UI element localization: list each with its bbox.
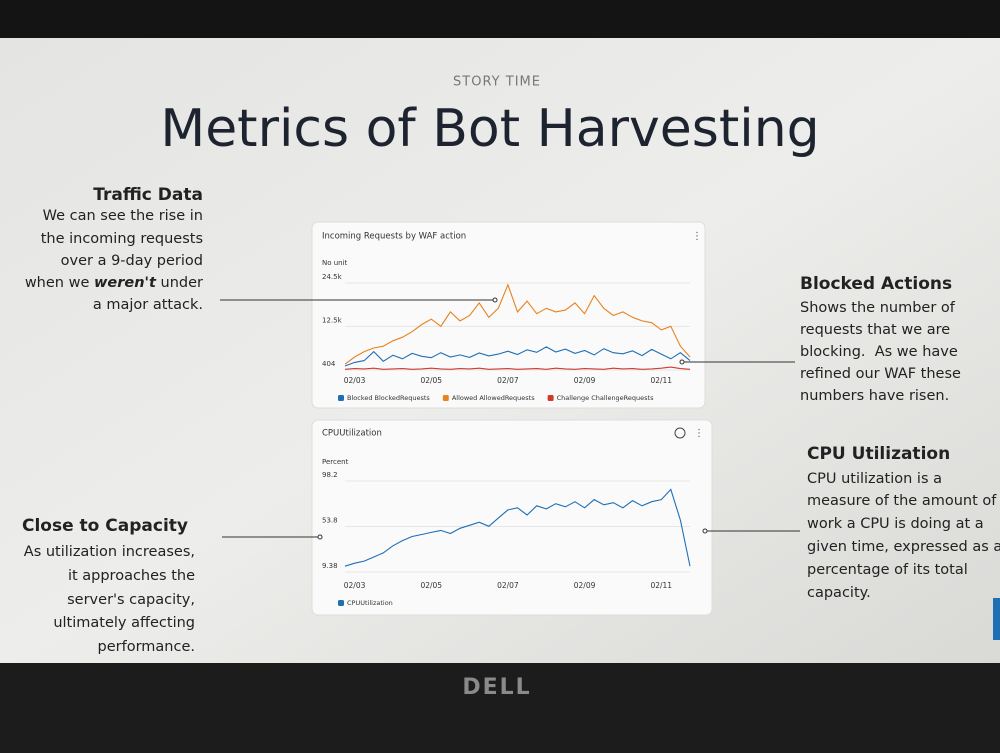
x-tick-label: 02/07 <box>497 376 519 385</box>
laptop-base <box>0 663 1000 753</box>
legend-swatch <box>547 395 554 401</box>
text-line: performance. <box>98 639 195 655</box>
heading: Blocked Actions <box>800 274 952 294</box>
text-line: the incoming requests <box>41 231 203 247</box>
text: under <box>156 275 203 291</box>
chart-panel <box>311 221 706 409</box>
menu-icon: ⋮ <box>692 231 702 242</box>
text-line: over a 9-day period <box>61 253 203 269</box>
x-tick-label: 02/03 <box>344 581 366 590</box>
connectors <box>220 297 800 540</box>
series-line <box>344 346 691 367</box>
text-line: capacity. <box>807 585 871 601</box>
charts: Incoming Requests by WAF action No unit 40… <box>322 232 691 607</box>
x-tick-label: 02/11 <box>650 376 672 385</box>
y-tick-label: 404 <box>322 360 336 368</box>
legend-label: Allowed AllowedRequests <box>452 394 535 402</box>
x-tick-label: 02/07 <box>497 581 519 590</box>
text-line: ultimately affecting <box>53 615 195 631</box>
legend-label: Challenge ChallengeRequests <box>557 394 654 402</box>
text-line: a major attack. <box>93 297 203 313</box>
y-tick-label: 98.2 <box>322 471 338 479</box>
y-tick-label: 12.5k <box>322 316 343 324</box>
text-line: As utilization increases, <box>24 544 195 560</box>
x-tick-label: 02/03 <box>344 376 366 385</box>
text-line: it approaches the <box>68 568 195 584</box>
text-line: We can see the rise in <box>43 208 203 224</box>
heading: Traffic Data <box>93 185 203 205</box>
y-axis-label: Percent <box>322 458 349 466</box>
chart-title: CPUUtilization <box>322 429 382 439</box>
emphasis: weren't <box>94 275 157 291</box>
x-tick-label: 02/09 <box>574 376 596 385</box>
text-line: blocking. As we have <box>800 344 958 360</box>
legend-swatch <box>338 600 344 606</box>
x-tick-label: 02/09 <box>574 581 596 590</box>
y-axis-label: No unit <box>322 259 348 267</box>
kicker: STORY TIME <box>453 75 541 90</box>
text-line: server's capacity, <box>67 592 195 608</box>
text-line: numbers have risen. <box>800 388 949 404</box>
text-line: measure of the amount of <box>807 493 997 509</box>
text-line: requests that we are <box>800 322 950 338</box>
x-tick-label: 02/05 <box>420 581 442 590</box>
legend-label: CPUUtilization <box>347 599 393 607</box>
x-tick-label: 02/05 <box>420 376 442 385</box>
chart-title: Incoming Requests by WAF action <box>322 232 466 242</box>
heading: CPU Utilization <box>807 444 950 464</box>
y-tick-label: 24.5k <box>322 273 343 281</box>
legend-swatch <box>442 395 449 401</box>
text-line: refined our WAF these <box>800 366 961 382</box>
series-line <box>344 488 691 567</box>
logo: DELL <box>462 675 531 700</box>
edge-widget <box>993 598 1000 640</box>
info-icon <box>674 427 686 439</box>
y-tick-label: 9.38 <box>322 562 338 570</box>
slide-title: Metrics of Bot Harvesting <box>160 99 819 159</box>
legend-label: Blocked BlockedRequests <box>347 394 430 402</box>
text-line: percentage of its total <box>807 562 968 578</box>
heading: Close to Capacity <box>22 516 188 536</box>
menu-icon: ⋮ <box>694 428 704 439</box>
text-line: work a CPU is doing at a <box>807 516 984 532</box>
text-line: when we weren't under <box>25 275 203 291</box>
text: when we <box>25 275 94 291</box>
chart-panel <box>311 419 713 616</box>
text-line: Shows the number of <box>800 300 956 316</box>
text-line: CPU utilization is a <box>807 471 942 487</box>
legend-swatch <box>338 395 344 401</box>
series-line <box>344 283 691 365</box>
series-line <box>344 366 691 370</box>
x-tick-label: 02/11 <box>650 581 672 590</box>
text-line: given time, expressed as a <box>807 539 1000 555</box>
y-tick-label: 53.8 <box>322 516 338 524</box>
